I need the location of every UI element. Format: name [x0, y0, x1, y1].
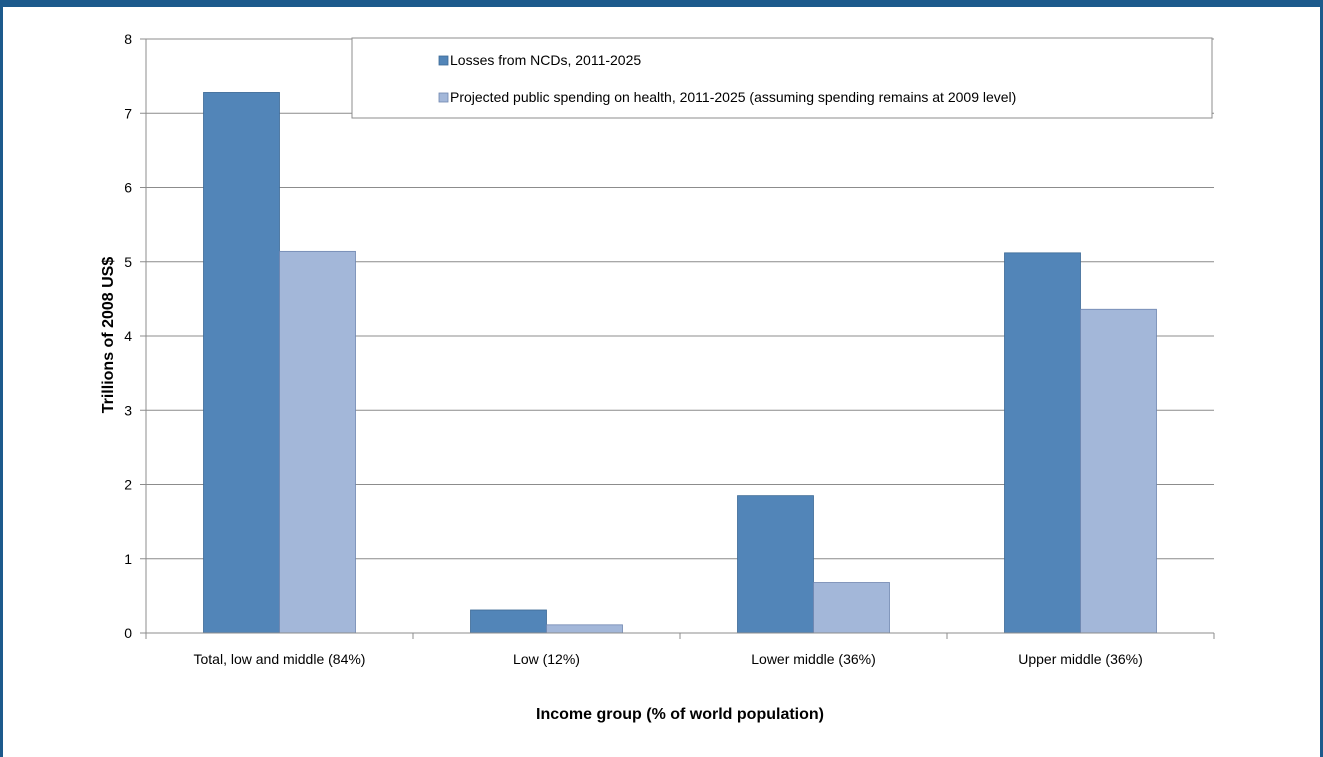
bar-losses	[1004, 252, 1081, 634]
bar-spending	[813, 582, 890, 634]
x-category-label: Lower middle (36%)	[751, 651, 876, 667]
x-category-label: Low (12%)	[513, 651, 580, 667]
bar-losses	[737, 495, 814, 634]
bar-spending	[1080, 308, 1157, 634]
y-tick-label: 1	[124, 551, 132, 567]
axes	[140, 38, 1215, 639]
x-category-labels: Total, low and middle (84%) Low (12%) Lowe…	[194, 651, 1143, 667]
legend-label-losses: Losses from NCDs, 2011-2025	[450, 52, 641, 68]
bar-losses	[203, 92, 280, 634]
y-tick-label: 7	[124, 105, 132, 121]
bars	[203, 92, 1157, 634]
y-axis-title: Trillions of 2008 US$	[100, 257, 117, 414]
y-tick-label: 0	[124, 625, 132, 641]
legend-box	[351, 37, 1213, 119]
bar-spending	[279, 250, 356, 634]
y-tick-label: 2	[124, 477, 132, 493]
legend-label-spending: Projected public spending on health, 201…	[450, 89, 1016, 105]
y-tick-label: 6	[124, 180, 132, 196]
y-tick-label: 8	[124, 31, 132, 47]
x-axis-title: Income group (% of world population)	[536, 706, 824, 723]
x-category-label: Upper middle (36%)	[1018, 651, 1143, 667]
legend-swatch-spending	[438, 92, 449, 103]
y-tick-labels: 0 1 2 3 4 5 6 7 8	[124, 31, 132, 641]
legend: Losses from NCDs, 2011-2025 Projected pu…	[351, 37, 1213, 119]
x-category-label: Total, low and middle (84%)	[194, 651, 366, 667]
bar-spending	[546, 624, 623, 634]
y-tick-label: 5	[124, 254, 132, 270]
bar-losses	[470, 609, 547, 634]
legend-swatch-losses	[438, 55, 449, 66]
y-tick-label: 4	[124, 328, 132, 344]
y-tick-label: 3	[124, 402, 132, 418]
